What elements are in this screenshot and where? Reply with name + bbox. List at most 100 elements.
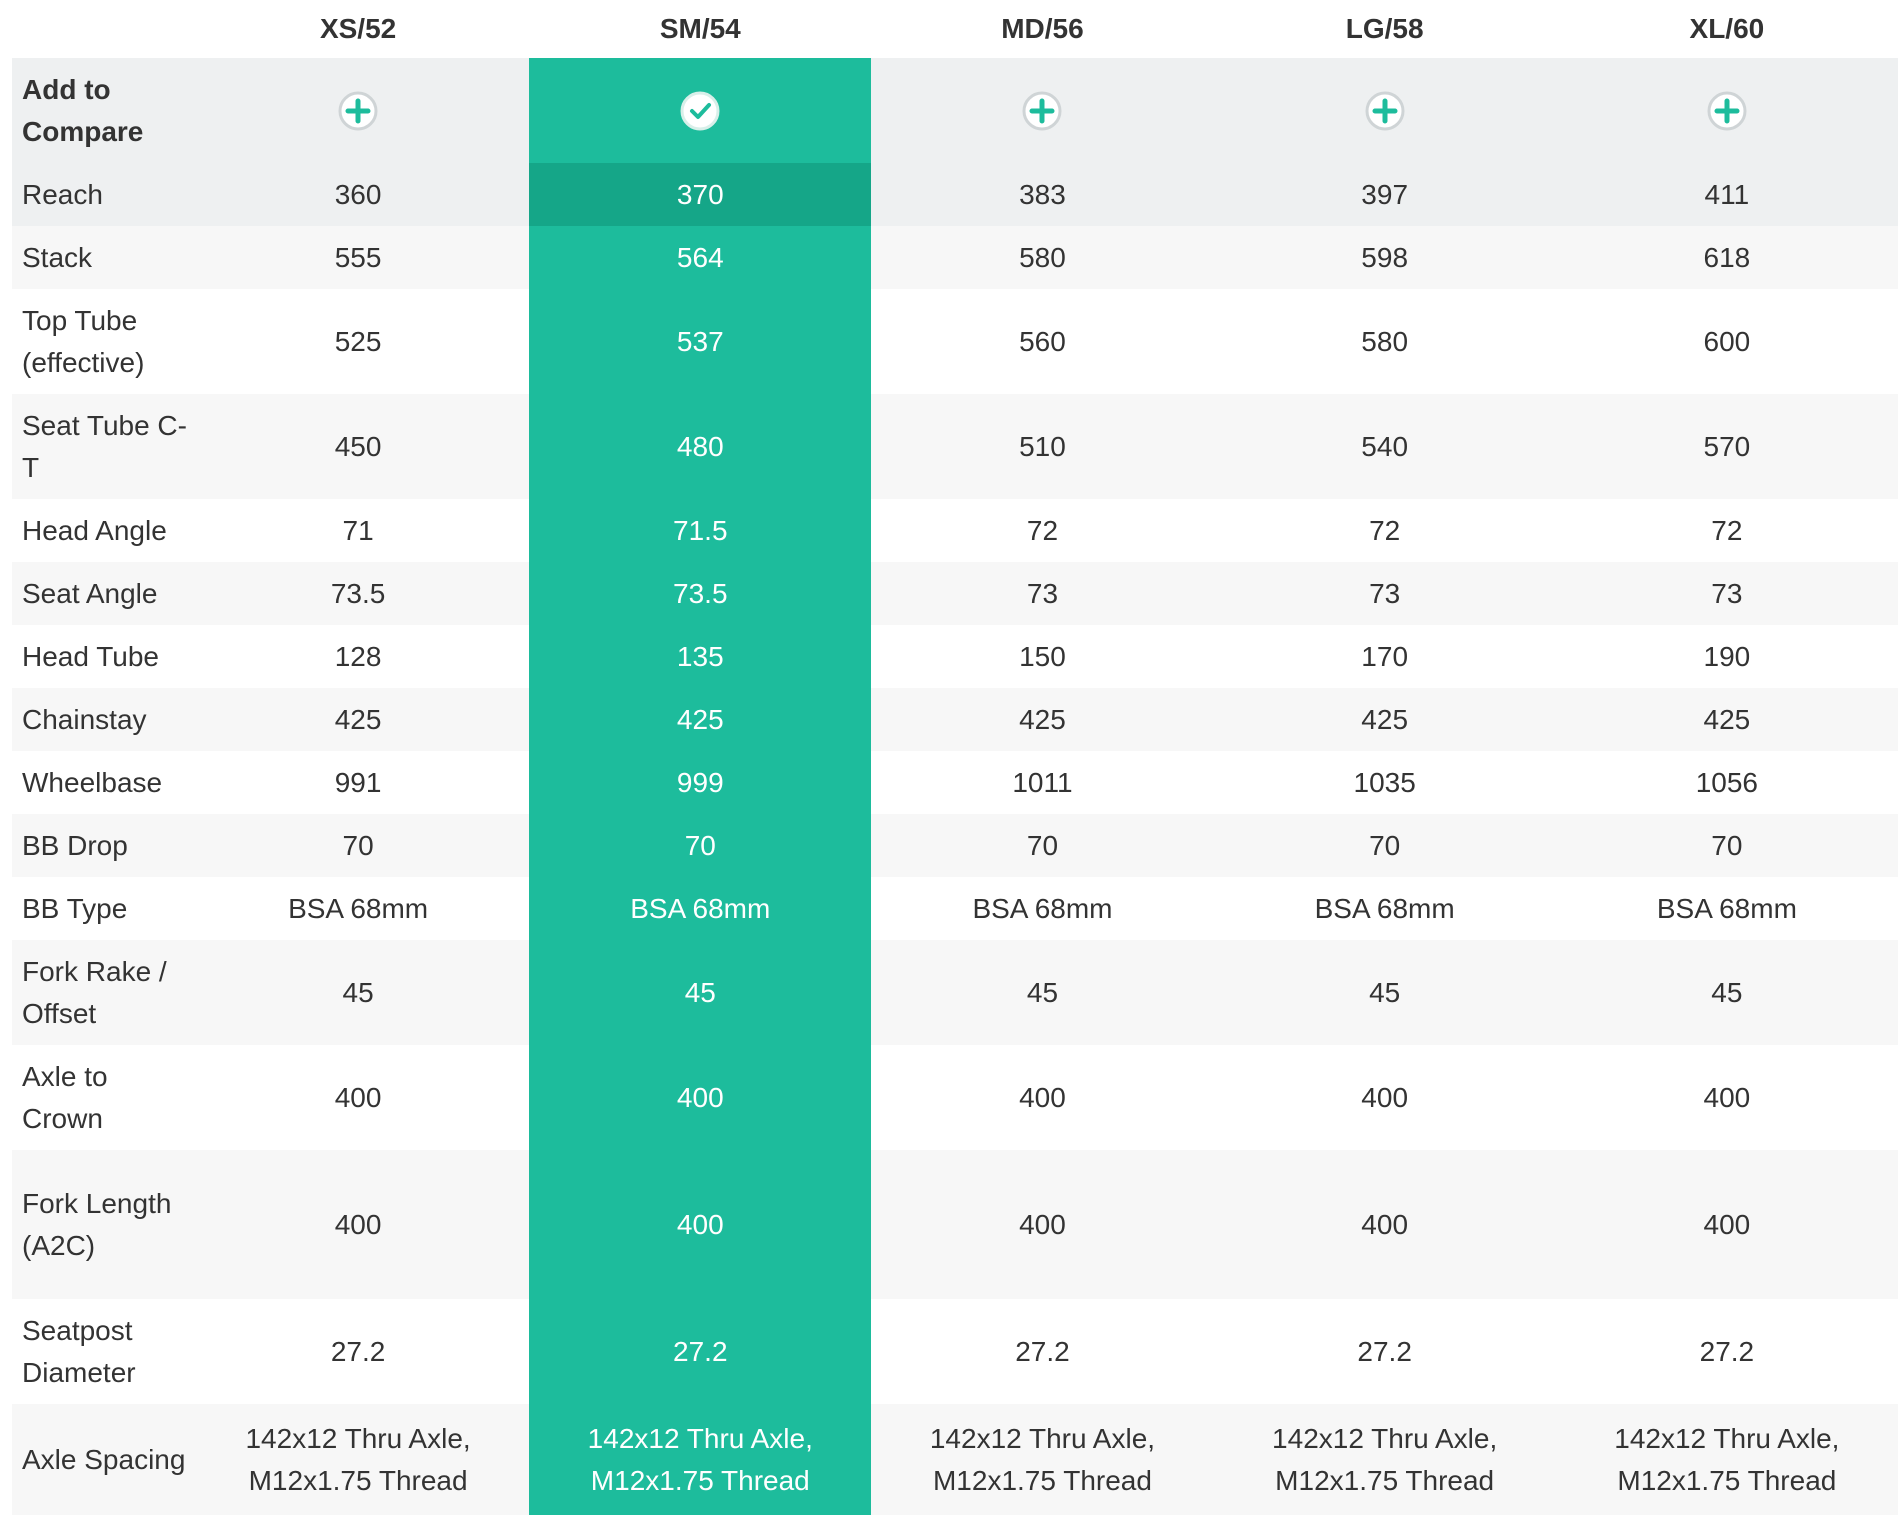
spec-value: 70 bbox=[1555, 814, 1898, 877]
compare-cell bbox=[871, 58, 1214, 163]
spec-value: BSA 68mm bbox=[1213, 877, 1556, 940]
spec-value: 425 bbox=[187, 688, 530, 751]
spec-value: 425 bbox=[871, 688, 1214, 751]
spec-value: 600 bbox=[1555, 289, 1898, 394]
spec-value: 27.2 bbox=[1213, 1299, 1556, 1404]
spec-value: 142x12 Thru Axle, M12x1.75 Thread bbox=[1213, 1404, 1556, 1515]
spec-value: 397 bbox=[1213, 163, 1556, 226]
spec-value: 27.2 bbox=[529, 1299, 872, 1404]
spec-value: 73 bbox=[1555, 562, 1898, 625]
spec-value: BSA 68mm bbox=[187, 877, 530, 940]
spec-value: BSA 68mm bbox=[529, 877, 872, 940]
spec-value: 480 bbox=[529, 394, 872, 499]
spec-row: BB Type BSA 68mm BSA 68mm BSA 68mm BSA 68mm B… bbox=[12, 877, 1898, 940]
spec-value: 618 bbox=[1555, 226, 1898, 289]
spec-value: 142x12 Thru Axle, M12x1.75 Thread bbox=[871, 1404, 1214, 1515]
spec-value: 400 bbox=[1213, 1150, 1556, 1299]
spec-value: 27.2 bbox=[871, 1299, 1214, 1404]
spec-row: Seat Angle 73.5 73.5 73 73 73 bbox=[12, 562, 1898, 625]
spec-value: 128 bbox=[187, 625, 530, 688]
spec-value: 560 bbox=[871, 289, 1214, 394]
spec-value: 70 bbox=[187, 814, 530, 877]
spec-label: Seatpost Diameter bbox=[12, 1299, 187, 1404]
spec-value: 425 bbox=[1213, 688, 1556, 751]
spec-value: 45 bbox=[187, 940, 530, 1045]
spec-value: 1011 bbox=[871, 751, 1214, 814]
compare-checked[interactable] bbox=[679, 90, 721, 132]
spec-value: 400 bbox=[187, 1150, 530, 1299]
spec-row: Fork Length (A2C) 400 400 400 400 400 bbox=[12, 1150, 1898, 1299]
spec-value: 525 bbox=[187, 289, 530, 394]
size-header: MD/56 bbox=[1001, 13, 1084, 44]
spec-label: Axle to Crown bbox=[12, 1045, 187, 1150]
corner-cell bbox=[12, 0, 187, 58]
compare-add[interactable] bbox=[337, 90, 379, 132]
spec-value: 142x12 Thru Axle, M12x1.75 Thread bbox=[1555, 1404, 1898, 1515]
spec-value: 425 bbox=[1555, 688, 1898, 751]
spec-value: 71 bbox=[187, 499, 530, 562]
spec-value: 999 bbox=[529, 751, 872, 814]
spec-value: 73.5 bbox=[529, 562, 872, 625]
spec-value: 72 bbox=[1213, 499, 1556, 562]
spec-row: Top Tube (effective) 525 537 560 580 600 bbox=[12, 289, 1898, 394]
spec-value: 72 bbox=[871, 499, 1214, 562]
compare-add[interactable] bbox=[1021, 90, 1063, 132]
compare-cell bbox=[187, 58, 530, 163]
spec-value: 537 bbox=[529, 289, 872, 394]
spec-value: 71.5 bbox=[529, 499, 872, 562]
spec-row: Seat Tube C-T 450 480 510 540 570 bbox=[12, 394, 1898, 499]
spec-row: Axle to Crown 400 400 400 400 400 bbox=[12, 1045, 1898, 1150]
spec-value: 400 bbox=[529, 1150, 872, 1299]
spec-row: BB Drop 70 70 70 70 70 bbox=[12, 814, 1898, 877]
spec-value: 425 bbox=[529, 688, 872, 751]
spec-value: 45 bbox=[1555, 940, 1898, 1045]
spec-row: Axle Spacing 142x12 Thru Axle, M12x1.75 T… bbox=[12, 1404, 1898, 1515]
spec-value: 73.5 bbox=[187, 562, 530, 625]
spec-label: Stack bbox=[12, 226, 187, 289]
spec-value: 73 bbox=[871, 562, 1214, 625]
spec-value: 70 bbox=[1213, 814, 1556, 877]
spec-value: 142x12 Thru Axle, M12x1.75 Thread bbox=[529, 1404, 872, 1515]
spec-value: 580 bbox=[1213, 289, 1556, 394]
compare-add[interactable] bbox=[1364, 90, 1406, 132]
spec-row: Head Tube 128 135 150 170 190 bbox=[12, 625, 1898, 688]
size-header: SM/54 bbox=[529, 0, 872, 58]
spec-value: 598 bbox=[1213, 226, 1556, 289]
compare-add[interactable] bbox=[1706, 90, 1748, 132]
spec-row: Fork Rake / Offset 45 45 45 45 45 bbox=[12, 940, 1898, 1045]
spec-value: 45 bbox=[1213, 940, 1556, 1045]
spec-value: 45 bbox=[871, 940, 1214, 1045]
spec-label: Top Tube (effective) bbox=[12, 289, 187, 394]
spec-value: 400 bbox=[1213, 1045, 1556, 1150]
spec-row: Stack 555 564 580 598 618 bbox=[12, 226, 1898, 289]
spec-value: 450 bbox=[187, 394, 530, 499]
spec-value: 555 bbox=[187, 226, 530, 289]
spec-label: Head Angle bbox=[12, 499, 187, 562]
size-header: XS/52 bbox=[319, 13, 397, 44]
spec-label: Reach bbox=[12, 163, 187, 226]
spec-value: 45 bbox=[529, 940, 872, 1045]
spec-value: 72 bbox=[1555, 499, 1898, 562]
spec-value: 383 bbox=[871, 163, 1214, 226]
spec-value: 400 bbox=[187, 1045, 530, 1150]
spec-value: 27.2 bbox=[187, 1299, 530, 1404]
spec-label: BB Drop bbox=[12, 814, 187, 877]
compare-cell bbox=[529, 58, 872, 163]
spec-value: 135 bbox=[529, 625, 872, 688]
spec-label: BB Type bbox=[12, 877, 187, 940]
spec-value: 150 bbox=[871, 625, 1214, 688]
spec-value: 564 bbox=[529, 226, 872, 289]
spec-value: 400 bbox=[1555, 1150, 1898, 1299]
spec-value: 991 bbox=[187, 751, 530, 814]
spec-value: BSA 68mm bbox=[871, 877, 1214, 940]
spec-value: 400 bbox=[1555, 1045, 1898, 1150]
spec-value: 190 bbox=[1555, 625, 1898, 688]
spec-value: 510 bbox=[871, 394, 1214, 499]
spec-label: Fork Length (A2C) bbox=[12, 1150, 187, 1299]
spec-value: 1056 bbox=[1555, 751, 1898, 814]
spec-value: 540 bbox=[1213, 394, 1556, 499]
size-header: LG/58 bbox=[1345, 13, 1424, 44]
spec-label: Chainstay bbox=[12, 688, 187, 751]
spec-label: Axle Spacing bbox=[12, 1404, 187, 1515]
